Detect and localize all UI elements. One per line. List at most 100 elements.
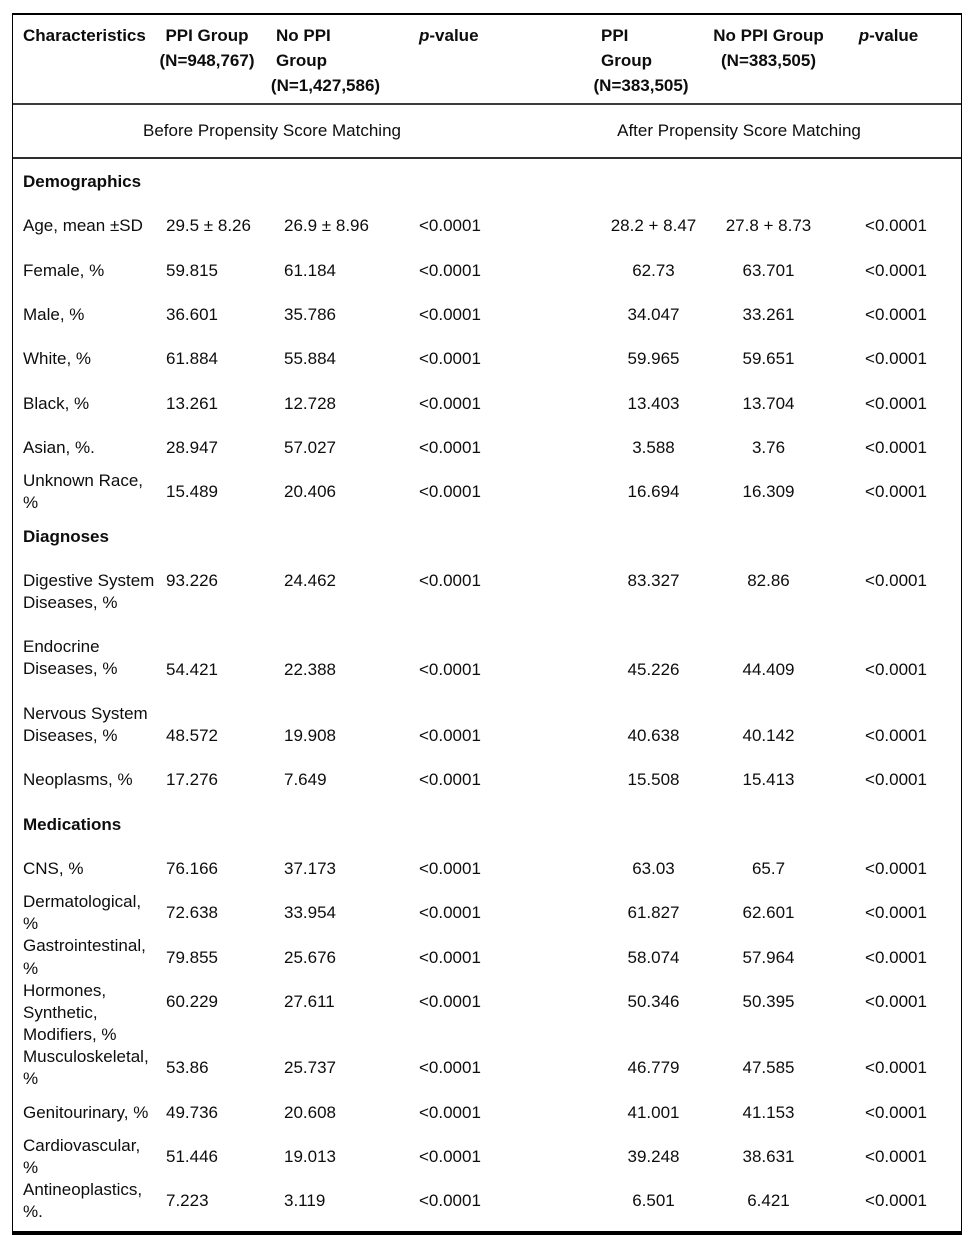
- row-label: Age, mean ±SD: [23, 216, 143, 236]
- cell-pvalue-before: <0.0001: [419, 659, 481, 679]
- row-label: Asian, %.: [23, 437, 95, 457]
- cell-noppi-before: 26.9 ± 8.96: [284, 216, 369, 236]
- cell-pvalue-after: <0.0001: [865, 482, 927, 502]
- cell-noppi-after: 59.651: [742, 349, 795, 369]
- cell-noppi-after: 65.7: [751, 858, 786, 878]
- cell-noppi-after: 62.601: [742, 903, 795, 923]
- characteristics-table: Characteristics PPI Group (N=948,767) No…: [12, 13, 962, 1235]
- cell-ppi-after: 46.779: [627, 1058, 680, 1078]
- table-row: Genitourinary, % 49.736 20.608 <0.0001 41.00…: [13, 1090, 961, 1134]
- table-row: Dermatological, % 72.638 33.954 <0.0001 61.8…: [13, 891, 961, 935]
- cell-ppi-before: 79.855: [166, 947, 218, 967]
- cell-pvalue-after: <0.0001: [865, 260, 927, 280]
- section-title: Medications: [23, 814, 122, 834]
- table-row: CNS, % 76.166 37.173 <0.0001 63.03 65.7 <0.000…: [13, 847, 961, 891]
- row-label: Hormones, Synthetic, Modifiers, %: [13, 980, 158, 1047]
- cell-ppi-after: 34.047: [627, 305, 680, 325]
- table-row: Female, % 59.815 61.184 <0.0001 62.73 63.701 <…: [13, 249, 961, 293]
- table-row: Antineoplastics, %. 7.223 3.119 <0.0001 6.50…: [13, 1179, 961, 1223]
- cell-pvalue-before: <0.0001: [419, 947, 481, 967]
- cell-ppi-before: 36.601: [166, 305, 218, 325]
- cell-pvalue-before: <0.0001: [419, 991, 481, 1011]
- cell-pvalue-after: <0.0001: [865, 1102, 927, 1122]
- cell-ppi-before: 60.229: [166, 991, 218, 1011]
- column-gap: [531, 1046, 601, 1090]
- column-gap: [531, 470, 601, 514]
- cell-pvalue-before: <0.0001: [419, 903, 481, 923]
- cell-ppi-before: 59.815: [166, 260, 218, 280]
- cell-noppi-after: 16.309: [742, 482, 795, 502]
- row-label: Unknown Race, %: [23, 471, 144, 513]
- row-label: Neoplasms, %: [23, 770, 133, 790]
- col-header-ppi-before-n: (N=948,767): [159, 51, 255, 70]
- cell-noppi-before: 37.173: [284, 858, 336, 878]
- cell-noppi-after: 44.409: [742, 659, 795, 679]
- col-header-ppi-before-line1: PPI Group: [165, 26, 249, 45]
- cell-ppi-after: 45.226: [627, 659, 680, 679]
- cell-pvalue-after: <0.0001: [865, 437, 927, 457]
- column-gap: [531, 293, 601, 337]
- column-gap: [531, 891, 601, 935]
- section-title-row: Medications: [13, 802, 961, 846]
- cell-pvalue-after: <0.0001: [865, 393, 927, 413]
- cell-pvalue-after: <0.0001: [865, 305, 927, 325]
- cell-noppi-after: 13.704: [742, 393, 795, 413]
- row-label-line: Diseases, %: [23, 659, 118, 679]
- cell-ppi-after: 16.694: [627, 482, 680, 502]
- table-body: Demographics Age, mean ±SD 29.5 ± 8.26 26.9…: [13, 159, 961, 1231]
- cell-pvalue-after: <0.0001: [865, 1058, 927, 1078]
- row-label: Female, %: [23, 260, 105, 280]
- cell-noppi-before: 25.737: [284, 1058, 336, 1078]
- table-row: Asian, %. 28.947 57.027 <0.0001 3.588 3.76 <0.…: [13, 426, 961, 470]
- cell-ppi-before: 13.261: [166, 393, 218, 413]
- cell-pvalue-before: <0.0001: [419, 570, 481, 590]
- cell-ppi-before: 28.947: [166, 437, 218, 457]
- column-gap: [531, 847, 601, 891]
- cell-noppi-after: 63.701: [742, 260, 795, 280]
- column-gap: [531, 249, 601, 293]
- cell-ppi-before: 54.421: [166, 659, 218, 679]
- row-label: Dermatological, %: [23, 892, 142, 934]
- col-header-ppi-after-line1: PPI Group: [601, 26, 652, 70]
- cell-pvalue-after: <0.0001: [865, 659, 927, 679]
- row-label: Gastrointestinal, %: [23, 936, 146, 978]
- col-header-ppi-after: PPI Group (N=383,505): [594, 23, 706, 98]
- column-gap: [531, 980, 601, 1047]
- pvalue-italic-p: p: [858, 26, 870, 45]
- cell-pvalue-after: <0.0001: [865, 903, 927, 923]
- col-header-noppi-after: No PPI Group (N=383,505): [706, 23, 831, 98]
- cell-noppi-before: 35.786: [284, 305, 336, 325]
- cell-pvalue-after: <0.0001: [865, 858, 927, 878]
- col-header-noppi-after-n: (N=383,505): [721, 51, 816, 70]
- cell-pvalue-before: <0.0001: [419, 437, 481, 457]
- cell-noppi-after: 40.142: [742, 726, 795, 746]
- cell-pvalue-before: <0.0001: [419, 1191, 481, 1211]
- cell-noppi-after: 15.413: [742, 770, 795, 790]
- cell-noppi-after: 82.86: [747, 570, 790, 590]
- row-label: CNS, %: [23, 858, 84, 878]
- row-label: Antineoplastics, %.: [23, 1180, 143, 1222]
- cell-noppi-before: 20.406: [284, 482, 336, 502]
- col-header-noppi-after-line1: No PPI Group: [713, 26, 824, 45]
- col-header-ppi-before: PPI Group (N=948,767): [158, 23, 276, 98]
- col-header-noppi-before: No PPI Group (N=1,427,586): [271, 23, 411, 98]
- row-label: Genitourinary, %: [23, 1102, 149, 1122]
- row-label-line: Diseases, %: [23, 592, 118, 612]
- table-row: Endocrine Diseases, % 54.421 22.388 <0.0001 4…: [13, 625, 961, 692]
- row-label-line: Digestive System: [23, 570, 155, 590]
- cell-ppi-before: 49.736: [166, 1102, 218, 1122]
- cell-noppi-after: 57.964: [742, 947, 795, 967]
- cell-ppi-before: 17.276: [166, 770, 218, 790]
- col-header-pvalue-after: p-value: [831, 23, 961, 98]
- table-row: Male, % 36.601 35.786 <0.0001 34.047 33.261 <0…: [13, 293, 961, 337]
- cell-ppi-before: 93.226: [166, 570, 218, 590]
- cell-noppi-after: 38.631: [742, 1146, 795, 1166]
- cell-ppi-before: 48.572: [166, 726, 218, 746]
- cell-noppi-before: 3.119: [284, 1191, 326, 1211]
- cell-noppi-before: 22.388: [284, 659, 336, 679]
- col-header-noppi-before-n: (N=1,427,586): [270, 76, 381, 95]
- column-gap: [531, 204, 601, 248]
- pvalue-rest: -value: [429, 26, 479, 45]
- cell-ppi-after: 41.001: [627, 1102, 680, 1122]
- cell-pvalue-after: <0.0001: [865, 349, 927, 369]
